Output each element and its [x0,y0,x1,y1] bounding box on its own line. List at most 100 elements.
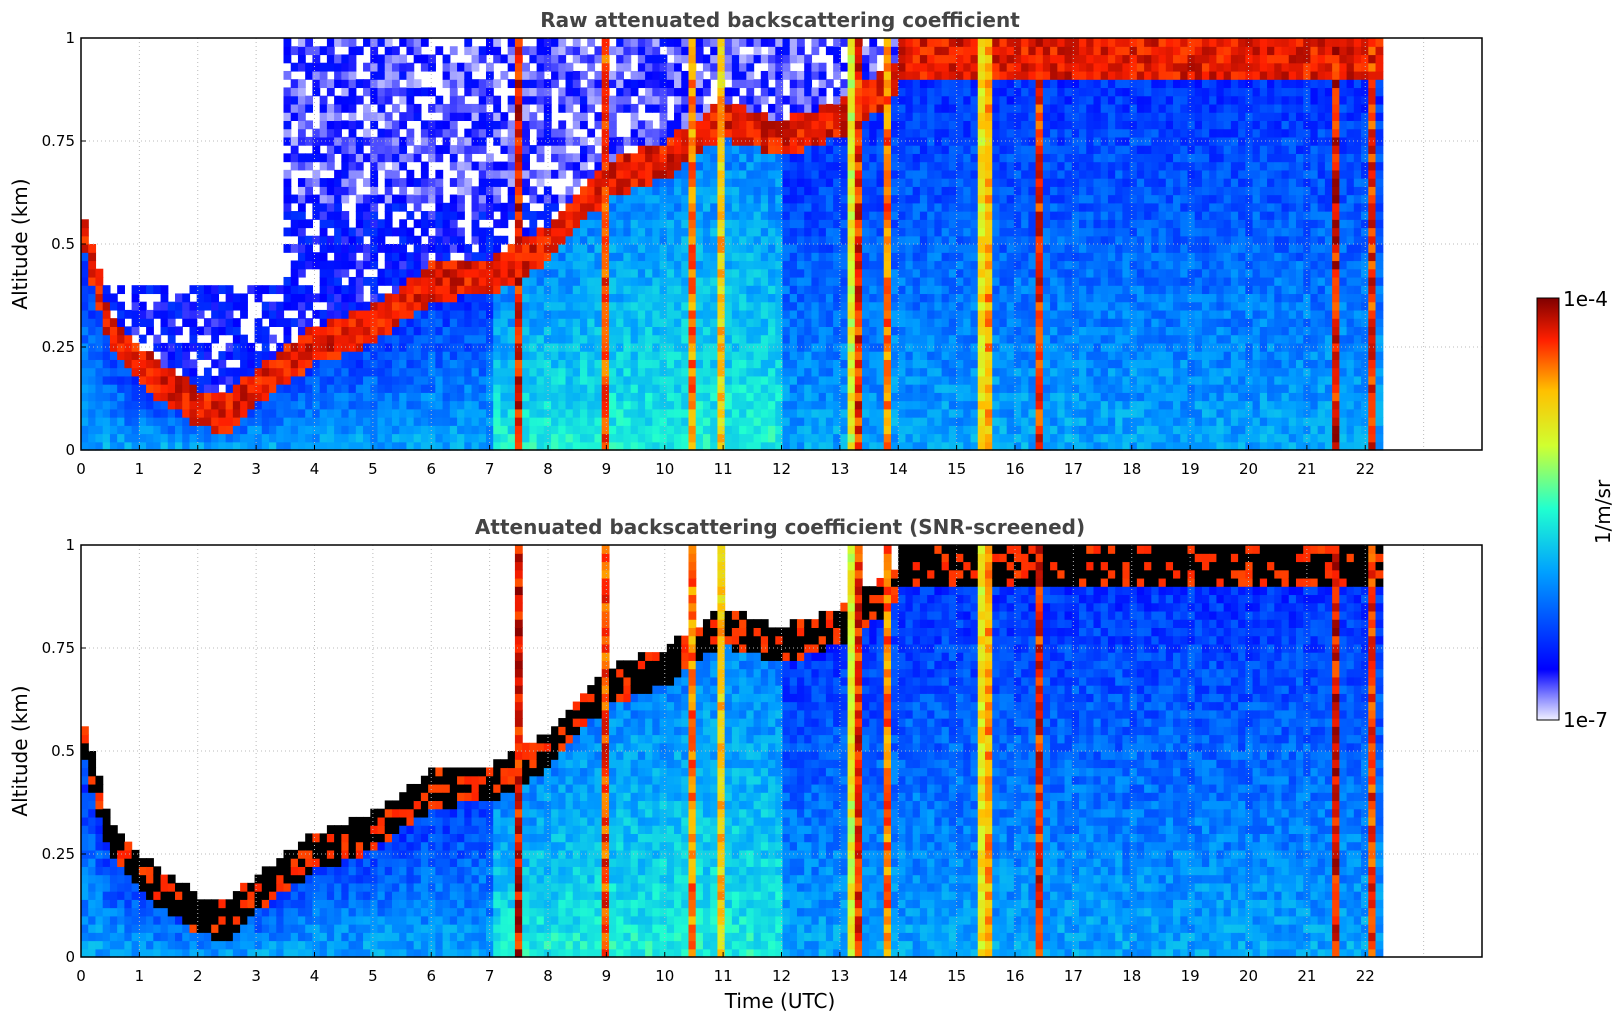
heatmap-cell [500,368,508,377]
heatmap-cell [725,359,733,368]
heatmap-cell [587,384,595,393]
heatmap-cell [291,351,299,360]
heatmap-cell [464,376,472,385]
heatmap-cell [761,244,769,253]
heatmap-cell [710,310,718,319]
heatmap-cell [594,359,602,368]
heatmap-cell [117,359,125,368]
heatmap-cell [688,145,696,154]
heatmap-cell [761,310,769,319]
heatmap-cell [551,368,559,377]
heatmap-cell [927,38,935,47]
heatmap-cell [862,203,870,212]
heatmap-cell [544,120,552,129]
heatmap-cell [761,269,769,278]
heatmap-cell [797,359,805,368]
heatmap-cell [631,244,639,253]
heatmap-cell [522,112,530,121]
heatmap-cell [341,145,349,154]
heatmap-cell [891,302,899,311]
heatmap-cell [399,87,407,96]
heatmap-cell [182,417,190,426]
heatmap-cell [262,310,270,319]
heatmap-cell [587,434,595,443]
heatmap-cell [768,63,776,72]
heatmap-cell [385,71,393,80]
heatmap-cell [667,302,675,311]
heatmap-cell [298,54,306,63]
heatmap-cell [472,269,480,278]
heatmap-cell [479,285,487,294]
heatmap-cell [862,285,870,294]
heatmap-cell [660,219,668,228]
heatmap-cell [898,178,906,187]
heatmap-cell [746,434,754,443]
heatmap-cell [934,269,942,278]
heatmap-cell [797,87,805,96]
heatmap-cell [139,368,147,377]
heatmap-cell [971,236,979,245]
heatmap-cell [399,178,407,187]
heatmap-cell [956,46,964,55]
heatmap-cell [855,310,863,319]
heatmap-cell [717,186,725,195]
heatmap-cell [869,417,877,426]
heatmap-cell [811,211,819,220]
heatmap-cell [500,293,508,302]
heatmap-cell [717,351,725,360]
heatmap-cell [493,120,501,129]
heatmap-cell [754,203,762,212]
heatmap-cell [334,186,342,195]
heatmap-cell [862,178,870,187]
heatmap-cell [956,112,964,121]
heatmap-cell [616,178,624,187]
heatmap-cell [811,318,819,327]
heatmap-cell [862,269,870,278]
heatmap-cell [638,153,646,162]
heatmap-cell [515,219,523,228]
heatmap-cell [522,368,530,377]
heatmap-cell [284,228,292,237]
heatmap-cell [768,425,776,434]
heatmap-cell [862,409,870,418]
heatmap-cell [913,310,921,319]
heatmap-cell [667,277,675,286]
heatmap-cell [334,359,342,368]
heatmap-cell [819,269,827,278]
heatmap-cell [732,310,740,319]
heatmap-cell [421,335,429,344]
heatmap-cell [725,335,733,344]
heatmap-cell [175,434,183,443]
heatmap-cell [761,38,769,47]
heatmap-cell [746,63,754,72]
heatmap-cell [667,376,675,385]
heatmap-cell [443,120,451,129]
heatmap-cell [761,129,769,138]
heatmap-cell [435,326,443,335]
heatmap-cell [414,277,422,286]
heatmap-cell [652,401,660,410]
heatmap-cell [305,186,313,195]
heatmap-cell [768,359,776,368]
heatmap-cell [594,302,602,311]
heatmap-cell [898,244,906,253]
heatmap-cell [833,368,841,377]
heatmap-cell [284,326,292,335]
heatmap-cell [522,87,530,96]
heatmap-cell [472,63,480,72]
heatmap-cell [869,219,877,228]
heatmap-cell [414,376,422,385]
heatmap-cell [609,178,617,187]
heatmap-cell [443,104,451,113]
heatmap-cell [247,384,255,393]
heatmap-cell [580,318,588,327]
heatmap-cell [457,417,465,426]
heatmap-cell [862,120,870,129]
heatmap-cell [674,162,682,171]
heatmap-cell [934,87,942,96]
heatmap-cell [819,104,827,113]
heatmap-cell [464,79,472,88]
heatmap-cell [797,376,805,385]
heatmap-cell [537,326,545,335]
heatmap-cell [963,425,971,434]
